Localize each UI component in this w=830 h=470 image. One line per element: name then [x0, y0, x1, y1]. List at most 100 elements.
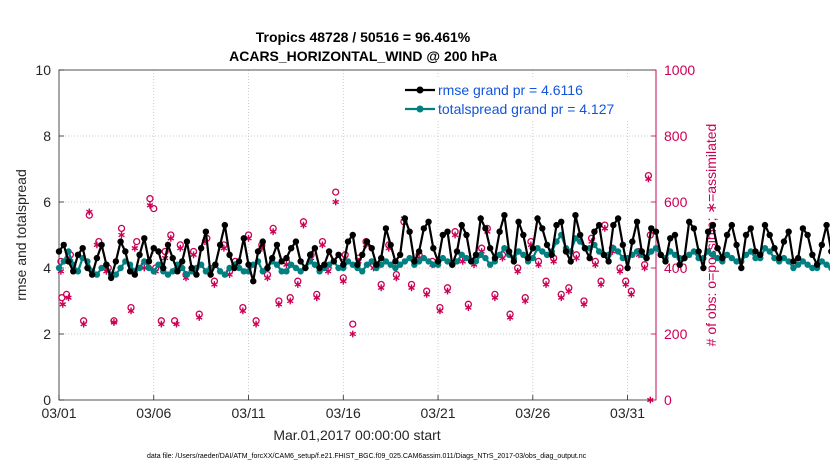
totalspread-point [335, 264, 342, 272]
totalspread-point [515, 248, 522, 255]
obs-assimilated-point [408, 284, 415, 292]
obs-possible-point [332, 188, 340, 196]
chart-subtitle: ACARS_HORIZONTAL_WIND @ 200 hPa [229, 48, 497, 64]
totalspread-point [520, 251, 527, 258]
totalspread-point [539, 248, 546, 255]
rmse-point [818, 241, 826, 249]
x-tick-label: 03/26 [515, 405, 550, 421]
rmse-point [325, 248, 333, 255]
obs-assimilated-point [349, 330, 357, 338]
totalspread-point [463, 254, 470, 262]
totalspread-point [226, 264, 233, 272]
totalspread-point [496, 251, 503, 258]
obs-assimilated-point [557, 294, 565, 302]
rmse-point [733, 241, 740, 249]
rmse-point [524, 254, 532, 262]
rmse-point [505, 248, 513, 255]
rmse-point [610, 221, 617, 229]
totalspread-point [614, 248, 622, 255]
rmse-point [501, 212, 508, 219]
rmse-point [387, 241, 394, 249]
y-axis-label: rmse and totalspread [13, 169, 29, 301]
legend-box [402, 78, 650, 120]
rmse-point [761, 221, 769, 229]
totalspread-point [240, 268, 247, 275]
totalspread-point [392, 264, 399, 272]
obs-assimilated-point [393, 274, 400, 282]
rmse-point [415, 248, 423, 255]
y-tick-label: 8 [43, 128, 51, 144]
totalspread-point [453, 258, 461, 265]
rmse-point [657, 251, 664, 258]
rmse-point [752, 248, 759, 255]
totalspread-point [543, 251, 551, 258]
totalspread-point [136, 264, 143, 272]
rmse-point [306, 251, 314, 258]
rmse-point [629, 238, 636, 245]
rmse-point [766, 231, 773, 239]
rmse-point [88, 271, 96, 278]
obs-assimilated-point [300, 221, 307, 229]
obs-assimilated-point [252, 320, 260, 328]
rmse-point [482, 225, 489, 232]
totalspread-point [325, 261, 333, 268]
rmse-point [245, 261, 252, 268]
rmse-point [619, 241, 627, 249]
obs-assimilated-point [332, 198, 339, 206]
rmse-point [297, 258, 304, 265]
totalspread-point [790, 264, 797, 272]
rmse-point [780, 238, 788, 245]
obs-possible-point [349, 320, 357, 328]
rmse-point [60, 241, 67, 249]
rmse-point [122, 248, 129, 255]
totalspread-point [311, 261, 319, 268]
totalspread-point [728, 254, 736, 262]
totalspread-point [297, 268, 304, 275]
totalspread-point [396, 261, 404, 268]
obs-assimilated-point [59, 300, 67, 308]
rmse-point [98, 241, 105, 249]
totalspread-point [259, 268, 266, 275]
obs-assimilated-point [239, 307, 247, 315]
rmse-point [349, 231, 356, 239]
rmse-point [534, 215, 541, 222]
rmse-point [373, 261, 380, 268]
totalspread-point [747, 248, 754, 255]
rmse-point [79, 245, 86, 252]
totalspread-point [648, 248, 655, 255]
rmse-point [368, 245, 375, 252]
rmse-point [126, 268, 134, 275]
obs-assimilated-point [597, 281, 605, 288]
totalspread-point [401, 258, 409, 265]
totalspread-point [761, 245, 769, 252]
obs-assimilated-point [592, 261, 599, 269]
totalspread-point [501, 245, 508, 252]
obs-assimilated-point [65, 294, 72, 302]
totalspread-point [714, 254, 721, 262]
rmse-point [586, 254, 593, 262]
rmse-point [264, 264, 271, 272]
rmse-point [434, 258, 442, 265]
totalspread-point [377, 261, 385, 268]
totalspread-point [785, 258, 792, 265]
totalspread-point [823, 261, 830, 268]
rmse-point [813, 261, 821, 268]
totalspread-point [529, 254, 537, 262]
totalspread-point [425, 258, 432, 265]
rmse-point [581, 245, 589, 252]
totalspread-point [55, 264, 63, 272]
totalspread-point [733, 258, 740, 265]
obs-assimilated-point [294, 281, 302, 288]
obs-assimilated-point [451, 231, 459, 239]
rmse-point [188, 264, 195, 272]
rmse-point [652, 228, 660, 235]
totalspread-point [60, 258, 67, 265]
obs-assimilated-point [491, 294, 499, 302]
totalspread-point [169, 268, 176, 275]
y-tick-label: 4 [43, 260, 51, 276]
rmse-point [676, 261, 683, 268]
rmse-point [131, 271, 139, 278]
obs-assimilated-point [286, 297, 294, 305]
rmse-point [804, 231, 811, 239]
obs-assimilated-point [514, 267, 521, 275]
